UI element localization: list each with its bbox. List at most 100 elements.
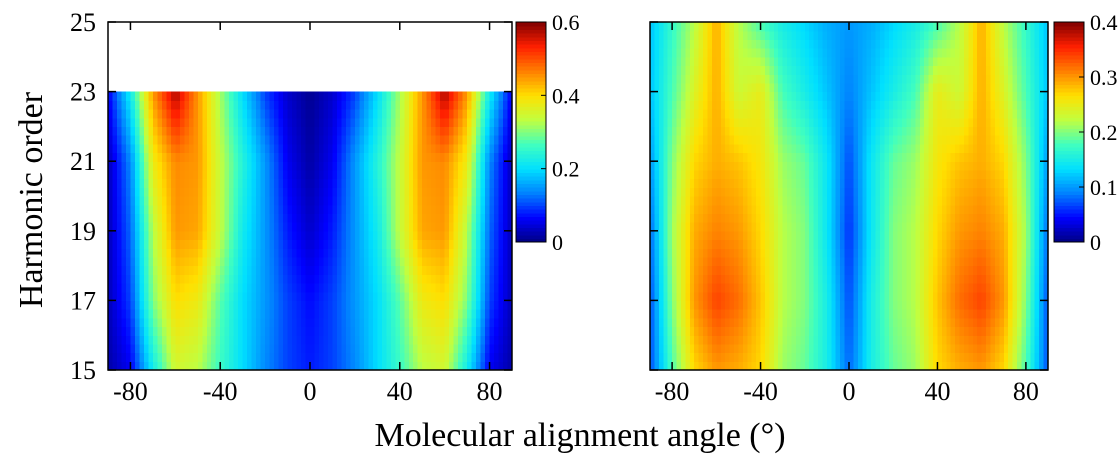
left-heatmap-cell <box>359 153 364 162</box>
left-heatmap-cell <box>319 231 324 240</box>
left-heatmap-cell <box>162 335 167 344</box>
right-heatmap-cell <box>906 292 911 301</box>
left-heatmap-cell <box>440 283 445 292</box>
right-heatmap-cell <box>1030 283 1035 292</box>
left-heatmap-cell <box>306 231 311 240</box>
left-heatmap-cell <box>256 179 261 188</box>
right-heatmap-cell <box>690 353 695 362</box>
left-heatmap-cell <box>391 196 396 205</box>
left-heatmap-cell <box>422 144 427 153</box>
left-heatmap-cell <box>175 118 180 127</box>
right-heatmap-cell <box>654 240 659 249</box>
left-heatmap-cell <box>350 266 355 275</box>
right-heatmap-cell <box>822 283 827 292</box>
left-heatmap-cell <box>292 361 297 370</box>
right-heatmap-cell <box>778 179 783 188</box>
left-heatmap-cell <box>395 92 400 101</box>
left-heatmap-cell <box>350 161 355 170</box>
left-heatmap-cell <box>373 257 378 266</box>
left-heatmap-cell <box>422 161 427 170</box>
left-heatmap-cell <box>301 335 306 344</box>
right-heatmap-cell <box>977 335 982 344</box>
left-heatmap-cell <box>463 109 468 118</box>
right-heatmap-cell <box>915 292 920 301</box>
right-heatmap-cell <box>650 248 655 257</box>
left-heatmap-cell <box>391 266 396 275</box>
right-heatmap-cell <box>818 205 823 214</box>
left-heatmap-cell <box>288 92 293 101</box>
right-heatmap-cell <box>787 213 792 222</box>
right-heatmap-cell <box>783 361 788 370</box>
right-heatmap-cell <box>1035 196 1040 205</box>
right-heatmap-cell <box>880 361 885 370</box>
left-heatmap-cell <box>454 135 459 144</box>
right-heatmap-cell <box>1026 187 1031 196</box>
left-heatmap-cell <box>117 161 122 170</box>
left-heatmap-cell <box>319 361 324 370</box>
right-heatmap-cell <box>937 187 942 196</box>
right-heatmap-cell <box>730 179 735 188</box>
right-heatmap-cell <box>876 309 881 318</box>
right-heatmap-cell <box>1030 266 1035 275</box>
left-heatmap-cell <box>481 161 486 170</box>
right-heatmap-cell <box>867 213 872 222</box>
left-heatmap-cell <box>359 135 364 144</box>
left-heatmap-cell <box>261 335 266 344</box>
right-heatmap-cell <box>659 196 664 205</box>
right-heatmap-cell <box>668 274 673 283</box>
left-heatmap-cell <box>139 144 144 153</box>
left-heatmap-cell <box>377 135 382 144</box>
left-heatmap-cell <box>211 266 216 275</box>
left-heatmap-cell <box>148 213 153 222</box>
left-heatmap-cell <box>436 353 441 362</box>
left-heatmap-cell <box>238 335 243 344</box>
right-heatmap-cell <box>699 353 704 362</box>
right-heatmap-cell <box>765 274 770 283</box>
left-heatmap-cell <box>171 361 176 370</box>
left-heatmap-cell <box>162 179 167 188</box>
right-heatmap-cell <box>809 222 814 231</box>
left-heatmap-cell <box>413 231 418 240</box>
left-colorbar-segment <box>516 209 546 213</box>
right-heatmap-cell <box>1004 248 1009 257</box>
left-heatmap-cell <box>306 144 311 153</box>
left-heatmap-cell <box>126 344 131 353</box>
left-heatmap-cell <box>126 126 131 135</box>
right-heatmap-cell <box>769 231 774 240</box>
left-heatmap-cell <box>377 283 382 292</box>
left-heatmap-cell <box>355 135 360 144</box>
left-heatmap-cell <box>202 135 207 144</box>
right-heatmap-cell <box>955 213 960 222</box>
left-heatmap-cell <box>180 231 185 240</box>
left-heatmap-cell <box>409 126 414 135</box>
left-heatmap-cell <box>472 257 477 266</box>
right-heatmap-cell <box>743 353 748 362</box>
left-heatmap-cell <box>436 231 441 240</box>
right-heatmap-cell <box>982 274 987 283</box>
left-heatmap-cell <box>368 205 373 214</box>
left-heatmap-cell <box>350 222 355 231</box>
left-heatmap-cell <box>166 144 171 153</box>
right-heatmap-cell <box>778 248 783 257</box>
left-heatmap-cell <box>355 327 360 336</box>
right-heatmap-cell <box>946 248 951 257</box>
left-heatmap-cell <box>175 274 180 283</box>
left-heatmap-cell <box>377 300 382 309</box>
right-heatmap-cell <box>1030 231 1035 240</box>
left-heatmap-cell <box>126 92 131 101</box>
right-heatmap-cell <box>858 205 863 214</box>
left-heatmap-cell <box>229 240 234 249</box>
left-heatmap-cell <box>252 335 257 344</box>
left-heatmap-cell <box>279 257 284 266</box>
right-heatmap-cell <box>889 283 894 292</box>
left-heatmap-cell <box>279 205 284 214</box>
left-heatmap-cell <box>391 170 396 179</box>
left-heatmap-cell <box>117 100 122 109</box>
left-heatmap-cell <box>126 353 131 362</box>
right-heatmap-cell <box>946 266 951 275</box>
right-heatmap-cell <box>973 335 978 344</box>
left-heatmap-cell <box>193 361 198 370</box>
left-heatmap-cell <box>139 179 144 188</box>
left-heatmap-cell <box>139 126 144 135</box>
left-heatmap-cell <box>449 205 454 214</box>
